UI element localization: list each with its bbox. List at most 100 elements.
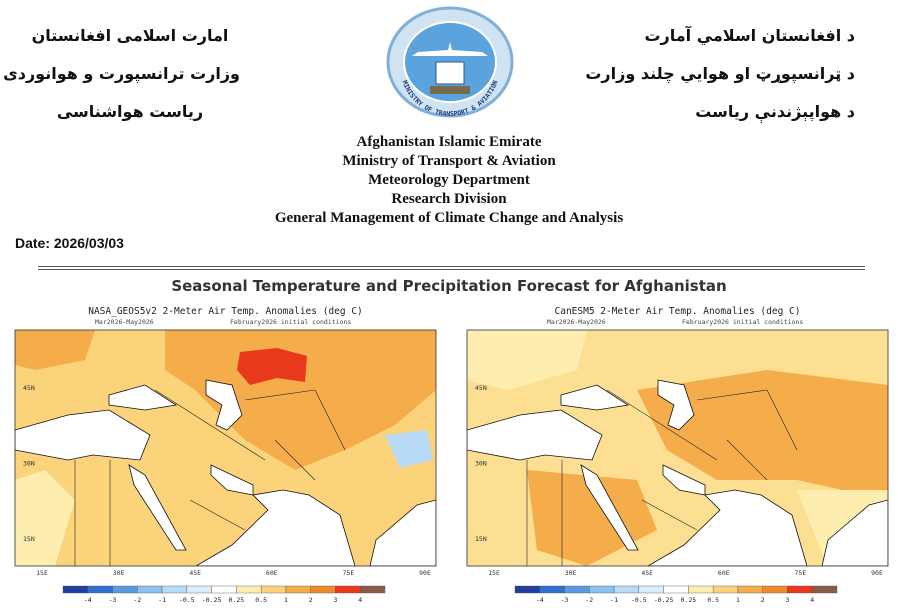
map: 45N 30N 15N 15E 30E 45E 60E 75E 90E: [466, 329, 889, 577]
sea: [195, 489, 356, 566]
colorbar-label: -0.25: [654, 596, 674, 604]
colorbar-cell: [712, 585, 739, 594]
border: [189, 499, 246, 531]
colorbar-label: 1: [284, 596, 288, 604]
colorbar-label: -3: [109, 596, 117, 604]
sea: [15, 409, 151, 461]
english-line: Ministry of Transport & Aviation: [342, 153, 556, 169]
left-line: وزارت ترانسپورت و هوانوردی: [3, 64, 240, 83]
sea: [205, 379, 243, 431]
border: [314, 389, 346, 451]
map-body: [15, 330, 436, 566]
lon-label: 45E: [189, 569, 201, 577]
map-frame: [14, 329, 437, 567]
border: [641, 499, 698, 531]
colorbar-label: -4: [84, 596, 92, 604]
map-period: Mar2026-May2026: [547, 318, 606, 326]
lon-label: 45E: [641, 569, 653, 577]
lon-label: 30E: [565, 569, 577, 577]
lat-label: 15N: [475, 535, 487, 543]
anomaly-patch: [165, 330, 436, 470]
lon-label: 90E: [871, 569, 883, 577]
english-line: Meteorology Department: [368, 172, 530, 188]
colorbar-label: 0.25: [229, 596, 245, 604]
colorbar-cell: [663, 585, 689, 594]
colorbar-label: 0.25: [681, 596, 697, 604]
colorbar-label: 3: [786, 596, 790, 604]
left-line: ریاست هواشناسی: [56, 102, 204, 121]
logo-plane: [412, 42, 488, 56]
colorbar-label: 2: [761, 596, 765, 604]
anomaly-patch: [385, 430, 433, 468]
border: [766, 389, 798, 451]
colorbar-label: -4: [536, 596, 544, 604]
section-title: Seasonal Temperature and Precipitation F…: [171, 277, 727, 295]
sea: [647, 489, 808, 566]
map-panel: CanESM5 2-Meter Air Temp. Anomalies (deg…: [466, 306, 889, 604]
colorbar-cell: [787, 585, 813, 594]
colorbar-cell: [589, 585, 615, 594]
colorbar-cell: [737, 585, 763, 594]
map-period: Mar2026-May2026: [95, 318, 154, 326]
anomaly-patch: [15, 330, 95, 370]
colorbar-label: 0.5: [255, 596, 267, 604]
colorbar-cell: [211, 585, 237, 594]
left-line: امارت اسلامی افغانستان: [31, 26, 229, 45]
colorbar-cell: [236, 585, 262, 594]
colorbar-label: 1: [736, 596, 740, 604]
colorbar-label: 3: [334, 596, 338, 604]
colorbar-cell: [360, 585, 386, 594]
map: 45N 30N 15N 15E 30E 45E 60E 75E 90E: [14, 329, 437, 577]
logo: MINISTRY OF TRANSPORT & AVIATION: [386, 6, 514, 118]
colorbar-label: -1: [158, 596, 166, 604]
colorbar-cell: [514, 585, 540, 594]
colorbar-cell: [539, 585, 565, 594]
anomaly-patch: [637, 370, 888, 500]
lon-label: 30E: [113, 569, 125, 577]
sea: [560, 384, 630, 411]
english-line: Research Division: [391, 191, 507, 207]
colorbar-cell: [335, 585, 361, 594]
colorbar-cell: [285, 585, 311, 594]
map-panel: NASA_GEOS5v2 2-Meter Air Temp. Anomalies…: [14, 306, 437, 604]
colorbar-cell: [186, 585, 212, 594]
colorbar-label: 4: [358, 596, 362, 604]
border: [274, 439, 316, 481]
border: [606, 389, 718, 461]
lon-label: 15E: [488, 569, 500, 577]
sea: [821, 499, 888, 566]
map-conditions: February2026 initial conditions: [682, 318, 803, 326]
lon-label: 15E: [36, 569, 48, 577]
sea: [210, 464, 254, 496]
sea: [657, 379, 695, 431]
colorbar-label: -0.5: [631, 596, 647, 604]
lon-label: 60E: [266, 569, 278, 577]
sea: [369, 499, 436, 566]
lat-label: 30N: [475, 460, 487, 468]
english-line: Afghanistan Islamic Emirate: [356, 134, 542, 150]
lon-label: 60E: [718, 569, 730, 577]
lat-label: 45N: [23, 384, 35, 392]
sea: [580, 464, 639, 551]
border: [726, 439, 768, 481]
right-line: د هواپېژندنې رياست: [695, 102, 855, 121]
colorbar-label: -1: [610, 596, 618, 604]
colorbar-cell: [137, 585, 163, 594]
colorbar-cell: [310, 585, 336, 594]
colorbar-label: 0.5: [707, 596, 719, 604]
colorbar-label: -0.5: [179, 596, 195, 604]
border: [696, 389, 768, 401]
english-line: General Management of Climate Change and…: [274, 210, 624, 226]
anomaly-patch: [237, 348, 307, 385]
lat-label: 45N: [475, 384, 487, 392]
colorbar-cell: [638, 585, 664, 594]
anomaly-patch: [15, 470, 75, 566]
colorbar-cell: [112, 585, 138, 594]
map-conditions: February2026 initial conditions: [230, 318, 351, 326]
maps: NASA_GEOS5v2 2-Meter Air Temp. Anomalies…: [14, 306, 889, 604]
border: [244, 389, 316, 401]
colorbar-label: -2: [585, 596, 593, 604]
logo-road: [430, 86, 470, 94]
sea: [128, 464, 187, 551]
